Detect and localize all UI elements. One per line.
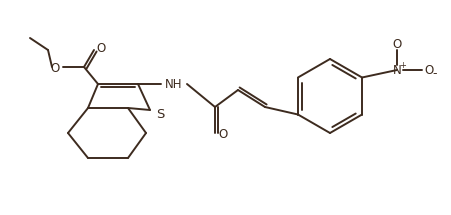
Text: O: O xyxy=(392,38,402,52)
Text: O: O xyxy=(51,61,60,75)
Text: NH: NH xyxy=(165,77,183,91)
Text: O: O xyxy=(97,41,106,54)
Text: O: O xyxy=(218,129,228,141)
Text: S: S xyxy=(156,108,164,120)
Text: -: - xyxy=(433,68,437,80)
Text: +: + xyxy=(400,60,406,69)
Text: N: N xyxy=(393,63,401,77)
Text: O: O xyxy=(424,63,433,77)
